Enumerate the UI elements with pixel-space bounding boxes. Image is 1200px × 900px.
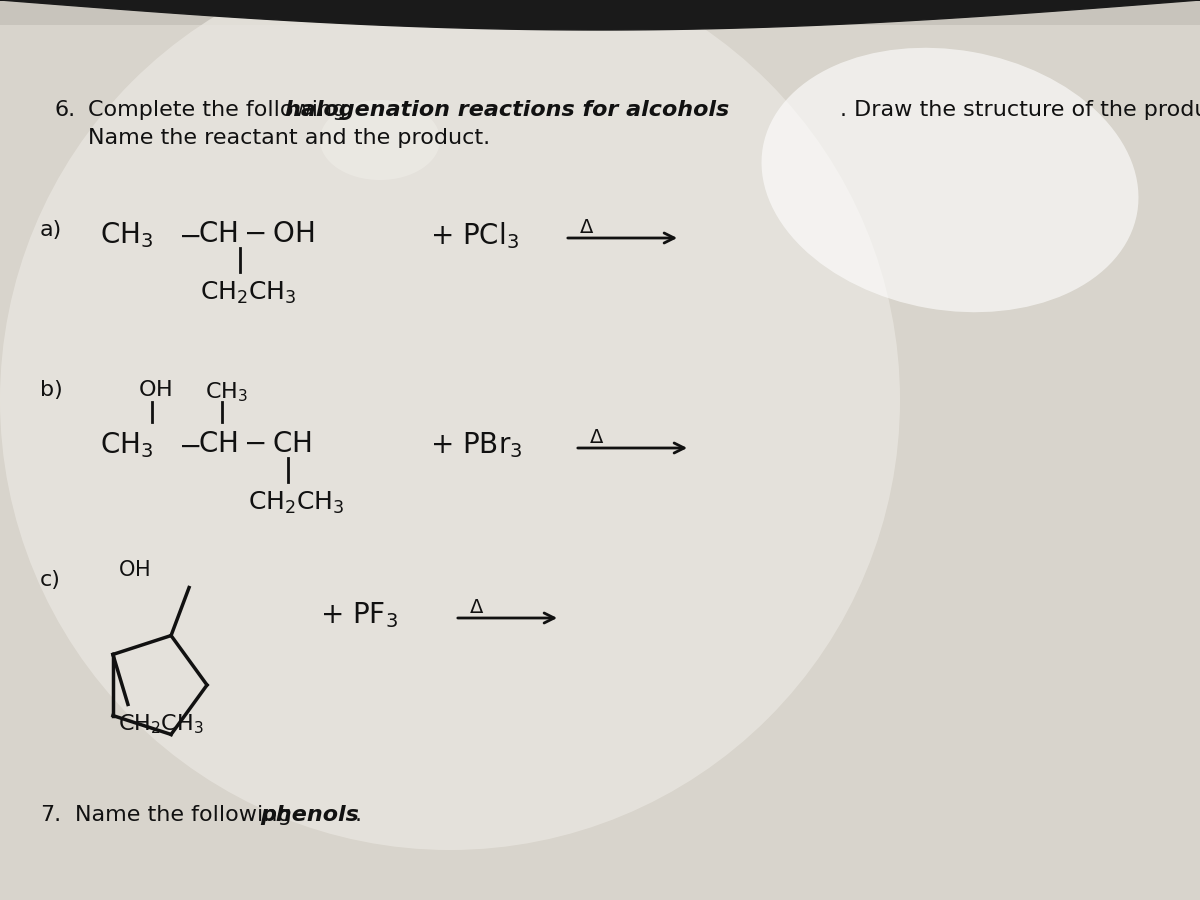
Ellipse shape — [320, 100, 440, 180]
Text: phenols: phenols — [260, 805, 359, 825]
Ellipse shape — [0, 0, 900, 850]
Text: Name the following: Name the following — [74, 805, 299, 825]
Text: Δ: Δ — [470, 598, 484, 617]
Polygon shape — [0, 0, 1200, 30]
Text: c): c) — [40, 570, 61, 590]
Text: $\mathsf{CH_2CH_3}$: $\mathsf{CH_2CH_3}$ — [248, 490, 344, 517]
Text: $\mathsf{+\ PF_3}$: $\mathsf{+\ PF_3}$ — [320, 600, 398, 630]
Text: $\mathsf{OH}$: $\mathsf{OH}$ — [118, 560, 150, 580]
Text: $\mathsf{OH}$: $\mathsf{OH}$ — [138, 380, 172, 400]
Text: $\mathsf{CH_3}$: $\mathsf{CH_3}$ — [100, 220, 154, 250]
Text: $\mathsf{CH_2CH_3}$: $\mathsf{CH_2CH_3}$ — [118, 713, 204, 736]
Text: . Draw the structure of the product.: . Draw the structure of the product. — [840, 100, 1200, 120]
Text: $\mathsf{-}$: $\mathsf{-}$ — [178, 432, 200, 460]
Text: $\mathsf{CH_3}$: $\mathsf{CH_3}$ — [100, 430, 154, 460]
Ellipse shape — [762, 48, 1139, 312]
Text: $\mathsf{CH_2CH_3}$: $\mathsf{CH_2CH_3}$ — [200, 280, 296, 306]
Text: .: . — [355, 805, 362, 825]
Text: Δ: Δ — [590, 428, 604, 447]
Text: $\mathsf{+\ PBr_3}$: $\mathsf{+\ PBr_3}$ — [430, 430, 522, 460]
Text: 7.: 7. — [40, 805, 61, 825]
Text: Complete the following: Complete the following — [88, 100, 353, 120]
Text: $\mathsf{CH_3}$: $\mathsf{CH_3}$ — [205, 380, 248, 403]
Text: 6.: 6. — [55, 100, 76, 120]
Text: Name the reactant and the product.: Name the reactant and the product. — [88, 128, 490, 148]
Text: halogenation reactions for alcohols: halogenation reactions for alcohols — [286, 100, 730, 120]
Text: $\mathsf{CH-CH}$: $\mathsf{CH-CH}$ — [198, 430, 312, 458]
Text: b): b) — [40, 380, 62, 400]
Text: a): a) — [40, 220, 62, 240]
Text: $\mathsf{CH-OH}$: $\mathsf{CH-OH}$ — [198, 220, 314, 248]
Text: $\mathsf{+\ PCl_3}$: $\mathsf{+\ PCl_3}$ — [430, 220, 520, 251]
Text: $\mathsf{-}$: $\mathsf{-}$ — [178, 222, 200, 250]
Text: Δ: Δ — [580, 218, 593, 237]
